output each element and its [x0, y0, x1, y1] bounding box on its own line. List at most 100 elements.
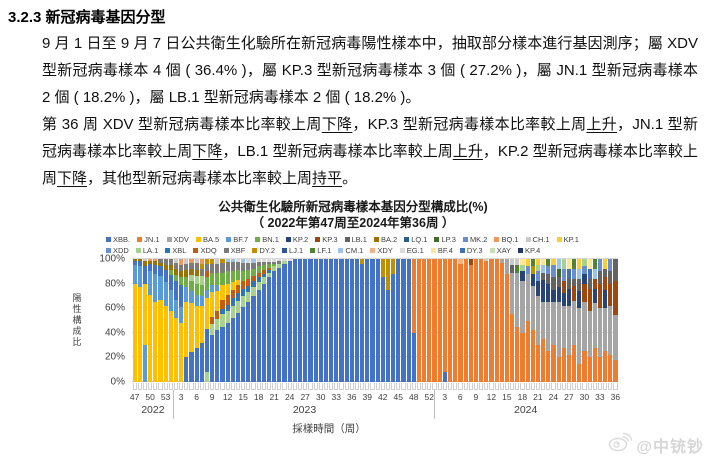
- bar-segment: [582, 302, 587, 352]
- bar-segment: [577, 259, 582, 269]
- gridline: [132, 356, 618, 358]
- x-tick: 27: [300, 392, 310, 402]
- bar-segment: [215, 284, 220, 291]
- bar: [308, 259, 313, 382]
- bar-segment: [230, 261, 235, 272]
- bar-segment: [272, 266, 277, 272]
- bar-segment: [235, 300, 241, 314]
- legend-swatch-icon: [310, 248, 316, 253]
- legend-label: LQ.1: [411, 235, 428, 244]
- bar-segment: [184, 277, 189, 288]
- bar-segment: [329, 259, 334, 382]
- bar-segment: [179, 306, 184, 323]
- legend-label: LJ.1: [289, 246, 304, 255]
- tick-box: [334, 383, 339, 390]
- bar-segment: [204, 298, 210, 330]
- y-axis-label-char: 性: [72, 304, 82, 314]
- bar-segment: [220, 309, 225, 315]
- y-axis-label-char: 成: [72, 326, 82, 336]
- bar-segment: [215, 310, 220, 320]
- tick-box: [225, 383, 230, 390]
- bar: [375, 259, 380, 382]
- tick-box: [479, 383, 484, 390]
- bar: [504, 259, 510, 382]
- bar-segment: [566, 288, 572, 306]
- bar-segment: [225, 271, 230, 284]
- legend-label: BF.7: [233, 235, 249, 244]
- x-tick: 48: [409, 392, 419, 402]
- x-tick: 30: [579, 392, 590, 402]
- bar-segment: [148, 263, 153, 272]
- bar-segment: [235, 313, 241, 382]
- bar: [261, 259, 266, 382]
- bar-segment: [246, 270, 251, 279]
- paragraph-2: 第 36 周 XDV 型新冠病毒樣本比率較上周下降，KP.3 型新冠病毒樣本比率…: [42, 111, 698, 192]
- y-tick: 80%: [104, 278, 125, 290]
- bar-segment: [592, 278, 597, 289]
- legend-item: BN.1: [255, 235, 279, 244]
- bar-segment: [608, 283, 613, 306]
- bar: [370, 259, 375, 382]
- plot-area: [132, 258, 618, 382]
- bar-segment: [546, 351, 551, 382]
- bar-segment: [556, 287, 561, 303]
- bar-segment: [535, 271, 541, 282]
- bar-segment: [179, 265, 184, 272]
- bar-segment: [298, 259, 303, 382]
- x-tick: 39: [362, 392, 372, 402]
- legend-item: LQ.1: [404, 235, 427, 244]
- bar-segment: [251, 262, 256, 269]
- bar-segment: [158, 259, 163, 263]
- tick-box: [572, 383, 577, 390]
- legend-item: KP.4: [518, 246, 540, 255]
- bar-segment: [246, 286, 251, 293]
- x-tick: 33: [331, 392, 341, 402]
- legend-swatch-icon: [106, 237, 111, 242]
- bar: [546, 259, 551, 382]
- legend-label: KP.4: [525, 246, 541, 255]
- legend-swatch-icon: [165, 248, 171, 253]
- tick-box: [608, 383, 613, 390]
- bar: [292, 259, 297, 382]
- legend-label: KP.3: [322, 235, 338, 244]
- chart-title: 公共衛生化驗所新冠病毒樣本基因分型構成比(%): [218, 200, 488, 214]
- bar-segment: [199, 263, 204, 269]
- bar: [613, 259, 618, 382]
- bar-segment: [561, 347, 566, 382]
- bar: [179, 259, 184, 382]
- legend-swatch-icon: [494, 237, 500, 242]
- bar-segment: [194, 259, 199, 263]
- bar-segment: [551, 289, 556, 303]
- tick-box: [432, 383, 437, 390]
- legend-item: BQ.1: [494, 235, 519, 244]
- bar-segment: [204, 259, 210, 264]
- bar-segment: [484, 261, 489, 382]
- bar: [241, 259, 246, 382]
- bar-segment: [142, 283, 148, 346]
- legend-label: BF.4: [437, 246, 453, 255]
- legend-item: XDD: [106, 246, 129, 255]
- bar-segment: [572, 286, 577, 301]
- bar-segment: [551, 259, 556, 266]
- legend-item: XDV: [166, 235, 189, 244]
- legend-swatch-icon: [434, 237, 440, 242]
- bar-segment: [220, 262, 225, 273]
- tick-box: [458, 383, 463, 390]
- bar-segment: [179, 322, 184, 382]
- bar-segment: [597, 271, 603, 284]
- bar-segment: [210, 292, 215, 317]
- bar-segment: [215, 272, 220, 285]
- bar: [453, 259, 458, 382]
- bar-segment: [189, 303, 194, 353]
- x-tick: 36: [346, 392, 357, 402]
- bar-segment: [266, 261, 272, 264]
- bar-segment: [546, 259, 551, 267]
- x-tick: 27: [564, 392, 574, 402]
- bar-segment: [525, 273, 530, 321]
- bar-segment: [235, 279, 241, 285]
- bar-segment: [530, 330, 535, 382]
- bar-segment: [525, 259, 530, 267]
- legend-row: XBB. JN.1 XDV BA.5 BF.7 BN.1 KP.2 KP.3 LB.1 BA.2 L…: [106, 234, 698, 245]
- tick-box: [251, 383, 256, 390]
- bar-segment: [261, 270, 266, 274]
